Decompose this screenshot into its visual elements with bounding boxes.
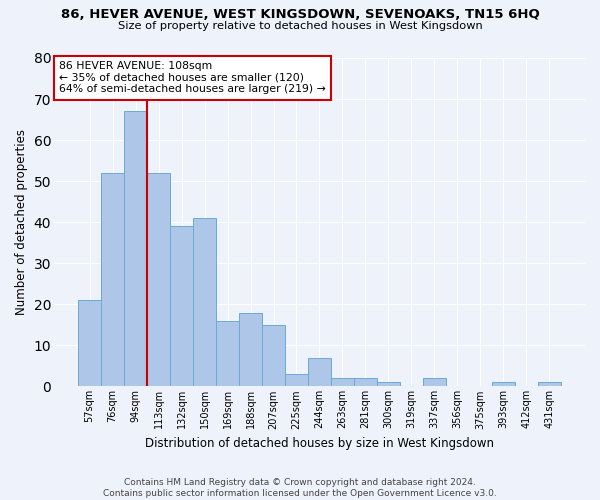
Bar <box>423 378 446 386</box>
Bar <box>101 173 124 386</box>
Bar <box>308 358 331 386</box>
Bar <box>262 325 285 386</box>
Text: Size of property relative to detached houses in West Kingsdown: Size of property relative to detached ho… <box>118 21 482 31</box>
Bar <box>147 173 170 386</box>
Bar <box>377 382 400 386</box>
Text: 86 HEVER AVENUE: 108sqm
← 35% of detached houses are smaller (120)
64% of semi-d: 86 HEVER AVENUE: 108sqm ← 35% of detache… <box>59 62 326 94</box>
Bar <box>538 382 561 386</box>
Bar <box>193 218 216 386</box>
Bar <box>331 378 354 386</box>
Bar <box>285 374 308 386</box>
Bar <box>170 226 193 386</box>
X-axis label: Distribution of detached houses by size in West Kingsdown: Distribution of detached houses by size … <box>145 437 494 450</box>
Bar <box>239 312 262 386</box>
Text: 86, HEVER AVENUE, WEST KINGSDOWN, SEVENOAKS, TN15 6HQ: 86, HEVER AVENUE, WEST KINGSDOWN, SEVENO… <box>61 8 539 20</box>
Bar <box>492 382 515 386</box>
Bar <box>78 300 101 386</box>
Bar <box>354 378 377 386</box>
Y-axis label: Number of detached properties: Number of detached properties <box>15 129 28 315</box>
Text: Contains HM Land Registry data © Crown copyright and database right 2024.
Contai: Contains HM Land Registry data © Crown c… <box>103 478 497 498</box>
Bar <box>124 112 147 386</box>
Bar <box>216 320 239 386</box>
